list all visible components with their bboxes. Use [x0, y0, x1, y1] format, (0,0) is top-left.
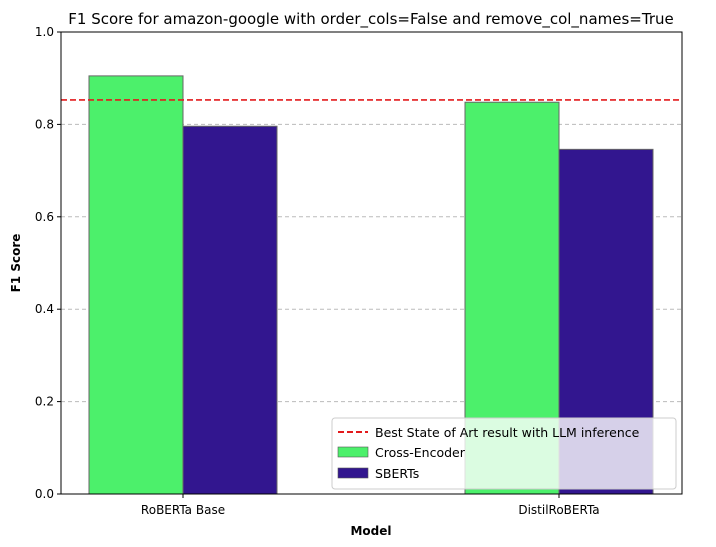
legend-label-reference-line: Best State of Art result with LLM infere…	[375, 425, 640, 440]
chart-title: F1 Score for amazon-google with order_co…	[68, 10, 673, 29]
bar-sberts-roberta-base	[182, 125, 278, 495]
grid-lines	[61, 123, 682, 403]
legend-label-cross-encoder: Cross-Encoder	[375, 445, 466, 460]
y-tick-label: 0.4	[35, 302, 54, 316]
y-tick-label: 0.6	[35, 210, 54, 224]
y-axis: 0.0 0.2 0.4 0.6 0.8 1.0	[35, 25, 61, 501]
x-axis-title: Model	[350, 524, 391, 538]
legend: Best State of Art result with LLM infere…	[331, 417, 677, 490]
legend-swatch-cross-encoder	[337, 446, 369, 458]
x-tick-label: DistilRoBERTa	[518, 503, 599, 517]
bar-cross-encoder-roberta-base	[88, 75, 184, 495]
legend-box	[331, 417, 677, 490]
x-axis: RoBERTa Base DistilRoBERTa	[141, 494, 600, 517]
plot-area-frame	[60, 31, 683, 495]
y-axis-title: F1 Score	[9, 234, 23, 293]
y-tick-label: 0.2	[35, 395, 54, 409]
y-tick-label: 0.8	[35, 117, 54, 131]
legend-swatch-sberts	[337, 467, 369, 479]
x-tick-label: RoBERTa Base	[141, 503, 225, 517]
y-tick-label: 0.0	[35, 487, 54, 501]
y-tick-label: 1.0	[35, 25, 54, 39]
legend-label-sberts: SBERTs	[375, 466, 419, 481]
